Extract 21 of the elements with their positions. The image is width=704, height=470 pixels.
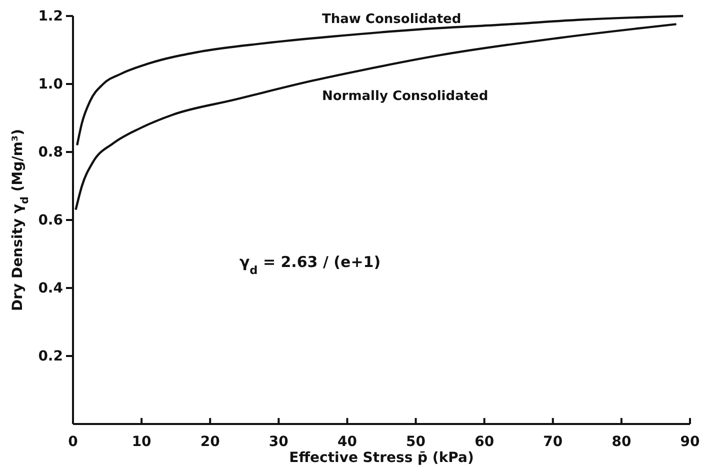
x-tick-label: 10: [132, 434, 152, 450]
series-label: Normally Consolidated: [322, 89, 488, 104]
y-tick-label: 1.2: [38, 8, 63, 24]
x-tick-label: 90: [680, 434, 700, 450]
y-tick-label: 0.6: [38, 212, 63, 228]
x-tick-label: 30: [268, 434, 289, 450]
line-series: [76, 14, 684, 146]
x-tick-label: 60: [474, 434, 494, 450]
x-tick-label: 70: [543, 434, 563, 450]
x-tick-label: 50: [406, 434, 426, 450]
x-axis-title: Effective Stress p̄ (kPa): [289, 450, 474, 466]
y-tick-label: 0.8: [38, 144, 63, 160]
x-tick-label: 40: [337, 434, 358, 450]
y-tick-label: 0.4: [38, 280, 64, 296]
x-tick-label: 20: [200, 434, 220, 450]
annotation: γ$_{d}$ = 2.63 / (e+1): [239, 253, 381, 276]
x-tick-label: 80: [612, 434, 632, 450]
y-tick-label: 0.2: [38, 348, 63, 364]
x-tick-label: 0: [68, 434, 78, 450]
y-tick-label: 1.0: [38, 76, 64, 92]
series-label: Thaw Consolidated: [322, 12, 462, 27]
